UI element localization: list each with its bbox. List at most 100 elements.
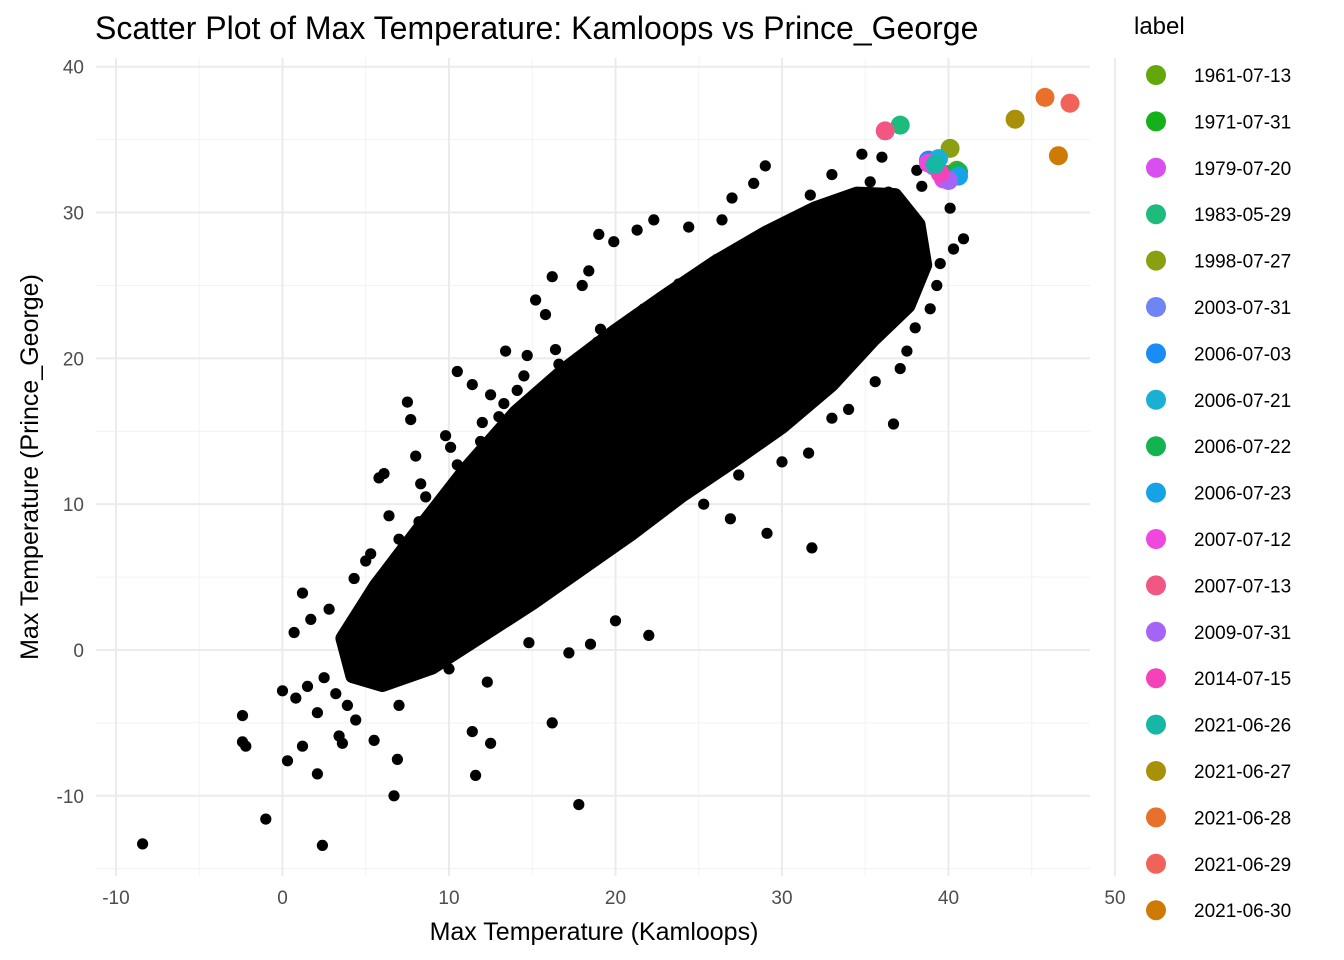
data-point bbox=[288, 626, 300, 639]
data-point bbox=[924, 303, 936, 315]
data-point bbox=[415, 478, 427, 490]
data-point bbox=[806, 542, 818, 554]
data-point bbox=[759, 160, 771, 172]
legend-key bbox=[1146, 761, 1166, 781]
legend-key bbox=[1146, 529, 1166, 549]
data-point bbox=[741, 425, 753, 437]
data-point bbox=[403, 583, 415, 595]
data-point bbox=[383, 510, 395, 522]
data-point bbox=[505, 554, 517, 566]
legend-key bbox=[1146, 250, 1166, 271]
data-point bbox=[348, 572, 360, 585]
legend-label: 2006-07-23 bbox=[1194, 484, 1291, 505]
data-point bbox=[743, 243, 755, 255]
data-point bbox=[813, 237, 825, 249]
data-point bbox=[781, 395, 793, 407]
y-tick-label: 30 bbox=[63, 204, 84, 225]
data-point bbox=[663, 446, 675, 458]
data-point bbox=[573, 548, 585, 560]
data-point bbox=[498, 398, 510, 410]
legend-label: 1998-07-27 bbox=[1194, 252, 1291, 273]
data-point bbox=[894, 363, 906, 375]
data-point bbox=[754, 281, 766, 293]
data-point bbox=[281, 755, 294, 767]
legend-label: 1961-07-13 bbox=[1194, 66, 1291, 87]
data-point bbox=[543, 529, 555, 541]
data-point bbox=[413, 516, 425, 528]
data-point bbox=[648, 214, 660, 226]
data-point bbox=[882, 186, 895, 198]
x-tick-label: 50 bbox=[1104, 888, 1125, 909]
legend-key bbox=[1146, 621, 1166, 642]
data-point bbox=[516, 481, 528, 493]
data-point bbox=[643, 629, 655, 642]
data-point bbox=[583, 265, 595, 277]
data-point bbox=[511, 384, 523, 396]
x-tick-label: -10 bbox=[102, 888, 129, 909]
x-axis-title: Max Temperature (Kamloops) bbox=[430, 918, 759, 946]
data-point bbox=[523, 637, 535, 649]
data-point bbox=[633, 309, 645, 321]
legend-label: 2003-07-31 bbox=[1194, 298, 1291, 319]
legend-key bbox=[1146, 900, 1166, 921]
data-point bbox=[318, 672, 330, 684]
data-point bbox=[733, 469, 745, 481]
legend-label: 2021-06-30 bbox=[1194, 901, 1291, 922]
x-tick-label: 40 bbox=[938, 888, 959, 909]
data-point bbox=[594, 323, 607, 335]
legend-label: 2009-07-31 bbox=[1194, 623, 1291, 644]
data-point bbox=[341, 699, 353, 712]
x-tick-labels: -10 0 10 20 30 40 50 bbox=[102, 888, 1125, 909]
grid-lines bbox=[96, 58, 1116, 876]
data-point bbox=[521, 349, 533, 362]
data-point bbox=[869, 376, 881, 388]
data-point bbox=[336, 737, 348, 749]
data-point bbox=[363, 596, 375, 608]
data-point bbox=[236, 710, 249, 722]
legend-key bbox=[1146, 807, 1166, 828]
x-tick-label: 0 bbox=[277, 888, 288, 909]
legend-key bbox=[1146, 853, 1166, 874]
point-cloud-band bbox=[335, 186, 933, 692]
data-point bbox=[311, 707, 323, 719]
data-point bbox=[614, 521, 627, 534]
data-point bbox=[708, 406, 720, 418]
data-point bbox=[593, 228, 605, 240]
data-point bbox=[586, 511, 598, 523]
data-point bbox=[393, 533, 405, 545]
base-points bbox=[137, 148, 970, 852]
data-point bbox=[311, 768, 323, 780]
data-point bbox=[316, 839, 328, 852]
data-point bbox=[591, 336, 603, 348]
point-cloud bbox=[335, 186, 933, 692]
legend-key bbox=[1146, 668, 1166, 689]
data-point bbox=[778, 225, 790, 238]
data-point bbox=[711, 253, 723, 265]
chart-title: Scatter Plot of Max Temperature: Kamloop… bbox=[95, 10, 978, 46]
legend-key bbox=[1146, 343, 1166, 364]
data-point bbox=[446, 527, 458, 539]
highlight-point bbox=[890, 115, 910, 135]
data-point bbox=[343, 644, 355, 656]
data-point bbox=[823, 207, 835, 219]
y-axis-title: Max Temperature (Prince_George) bbox=[16, 274, 44, 660]
legend-label: 2021-06-26 bbox=[1194, 716, 1291, 737]
data-point bbox=[393, 699, 405, 712]
data-point bbox=[290, 692, 302, 704]
data-point bbox=[803, 447, 815, 459]
data-point bbox=[848, 326, 860, 338]
data-point bbox=[736, 297, 748, 309]
y-tick-label: -10 bbox=[57, 787, 84, 808]
data-point bbox=[934, 258, 946, 270]
data-point bbox=[276, 685, 289, 697]
data-point bbox=[490, 486, 502, 499]
legend-title: label bbox=[1134, 13, 1185, 40]
data-point bbox=[947, 243, 960, 255]
data-point bbox=[874, 268, 886, 280]
data-point bbox=[608, 236, 620, 248]
data-point bbox=[535, 449, 547, 461]
highlight-point bbox=[925, 154, 945, 174]
data-point bbox=[879, 294, 891, 306]
data-point bbox=[485, 389, 497, 401]
data-point bbox=[573, 799, 585, 811]
